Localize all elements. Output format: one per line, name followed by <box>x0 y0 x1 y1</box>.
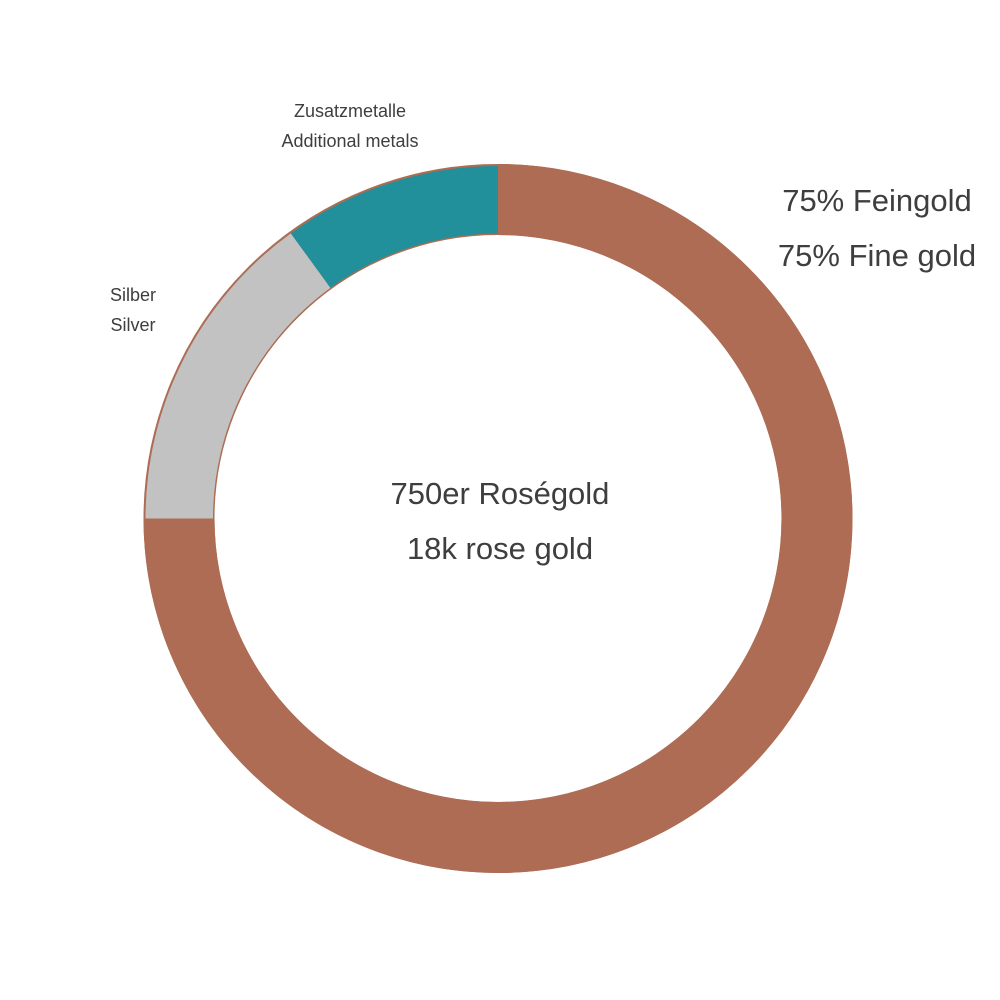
label-additional-metals-de: Zusatzmetalle <box>293 101 407 121</box>
label-additional-metals: Zusatzmetalle Additional metals <box>250 96 450 156</box>
label-additional-metals-en: Additional metals <box>281 131 419 151</box>
label-silver-en: Silver <box>110 315 156 335</box>
donut-center-label-en: 18k rose gold <box>406 531 594 566</box>
slice-silver <box>145 233 331 519</box>
donut-center-label-de: 750er Roségold <box>390 476 610 511</box>
label-silver-de: Silber <box>109 285 157 305</box>
donut-center-label: 750er Roségold 18k rose gold <box>300 466 700 576</box>
label-fine-gold-de: 75% Feingold <box>782 183 972 218</box>
label-fine-gold-en: 75% Fine gold <box>777 238 977 273</box>
slice-additional-metals <box>290 166 498 288</box>
label-silver: Silber Silver <box>33 280 233 340</box>
label-fine-gold: 75% Feingold 75% Fine gold <box>697 173 1000 283</box>
